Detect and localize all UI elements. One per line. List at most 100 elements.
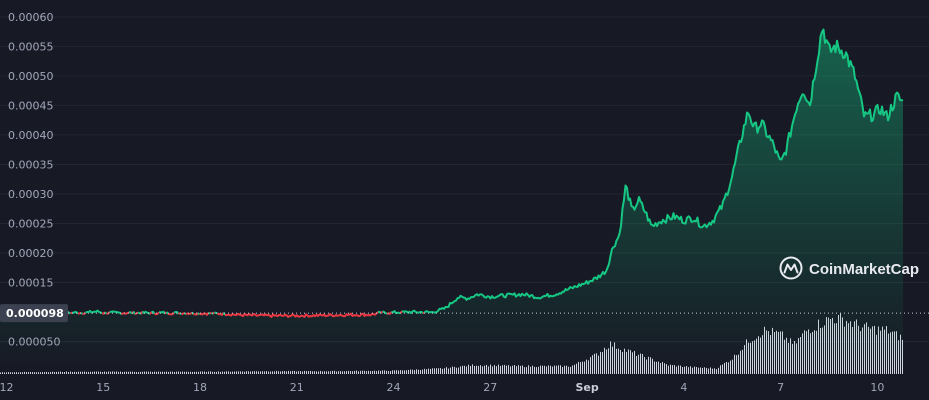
volume-bar [374, 370, 375, 374]
volume-bar [340, 371, 341, 374]
volume-bar [314, 371, 315, 374]
volume-bar [202, 371, 203, 374]
volume-bar [90, 371, 91, 374]
volume-bar [444, 368, 445, 374]
volume-bar [278, 371, 279, 374]
volume-bar [138, 372, 139, 374]
volume-bar [346, 371, 347, 374]
volume-bar [308, 371, 309, 374]
volume-bar [400, 370, 401, 374]
volume-bar [150, 371, 151, 374]
volume-bar [0, 372, 1, 374]
volume-bar [356, 370, 357, 374]
volume-bar [56, 371, 57, 374]
volume-bar [274, 371, 275, 374]
volume-bar [324, 371, 325, 374]
volume-bar [28, 372, 29, 374]
volume-bar [380, 370, 381, 374]
price-line-down-segment [193, 312, 199, 316]
volume-bar [198, 371, 199, 374]
volume-bar [196, 371, 197, 374]
price-line-down-segment [69, 311, 73, 315]
volume-bar [130, 371, 131, 374]
price-line-up-segment [151, 310, 156, 315]
volume-bar [186, 371, 187, 374]
volume-bar [48, 372, 49, 374]
volume-bar [232, 371, 233, 374]
volume-bar [136, 372, 137, 374]
volume-bar [32, 372, 33, 374]
volume-bar [246, 371, 247, 374]
volume-bar [2, 372, 3, 374]
y-axis: 0.00060 0.00055 0.00050 0.00045 0.00040 0.000… [8, 11, 61, 349]
volume-bar [144, 371, 145, 374]
price-line-up-segment [85, 309, 103, 315]
volume-bar [220, 371, 221, 374]
volume-bar [166, 371, 167, 374]
volume-bar [168, 371, 169, 374]
watermark-text: CoinMarketCap [809, 261, 919, 278]
volume-bar [388, 371, 389, 374]
volume-bar [410, 369, 411, 374]
volume-bar [180, 371, 181, 374]
volume-bar [260, 371, 261, 374]
volume-bar [228, 371, 229, 374]
x-tick-label: 21 [290, 381, 304, 394]
volume-bar [68, 372, 69, 374]
price-line-down-segment [224, 311, 379, 318]
volume-bar [62, 372, 63, 374]
volume-bar [16, 372, 17, 374]
volume-bar [234, 371, 235, 374]
y-tick-label: 0.00045 [8, 99, 54, 112]
volume-bar [238, 371, 239, 374]
coinmarketcap-logo-icon [779, 256, 803, 280]
volume-bar [206, 372, 207, 374]
volume-bar [322, 371, 323, 374]
volume-bar [432, 368, 433, 374]
volume-bar [416, 369, 417, 374]
volume-bar [154, 371, 155, 374]
volume-bar [204, 371, 205, 374]
volume-bar [102, 372, 103, 374]
volume-bar [158, 371, 159, 374]
volume-bar [84, 371, 85, 374]
volume-bar [442, 368, 443, 374]
volume-bar [408, 370, 409, 374]
volume-bar [22, 372, 23, 374]
volume-bar [334, 370, 335, 374]
volume-bar [300, 371, 301, 374]
volume-bar [352, 371, 353, 374]
volume-bar [218, 371, 219, 374]
volume-bar [290, 371, 291, 374]
volume-bar [248, 371, 249, 374]
volume-bar [156, 371, 157, 374]
price-line-up-segment [197, 312, 201, 316]
volume-bar [288, 370, 289, 374]
volume-bar [430, 368, 431, 374]
volume-bar [184, 371, 185, 374]
price-line-down-segment [422, 311, 425, 315]
volume-bar [108, 371, 109, 374]
volume-bar [60, 371, 61, 374]
volume-bar [386, 370, 387, 374]
volume-bar [434, 368, 435, 374]
price-line-down-segment [209, 311, 212, 315]
volume-bar [402, 370, 403, 374]
volume-bar [140, 371, 141, 374]
volume-bar [306, 371, 307, 374]
volume-bar [258, 371, 259, 374]
volume-bar [280, 371, 281, 374]
x-tick-label: 7 [777, 381, 784, 394]
volume-bar [254, 371, 255, 374]
volume-bar [58, 371, 59, 374]
y-tick-label: 0.00055 [8, 40, 54, 53]
volume-bar [12, 372, 13, 374]
volume-bar [50, 372, 51, 374]
volume-bar [170, 371, 171, 374]
volume-bar [404, 370, 405, 374]
volume-bar [304, 370, 305, 374]
volume-bar [292, 370, 293, 374]
price-area-fill [0, 29, 903, 371]
volume-bar [52, 371, 53, 374]
volume-bar [6, 372, 7, 374]
